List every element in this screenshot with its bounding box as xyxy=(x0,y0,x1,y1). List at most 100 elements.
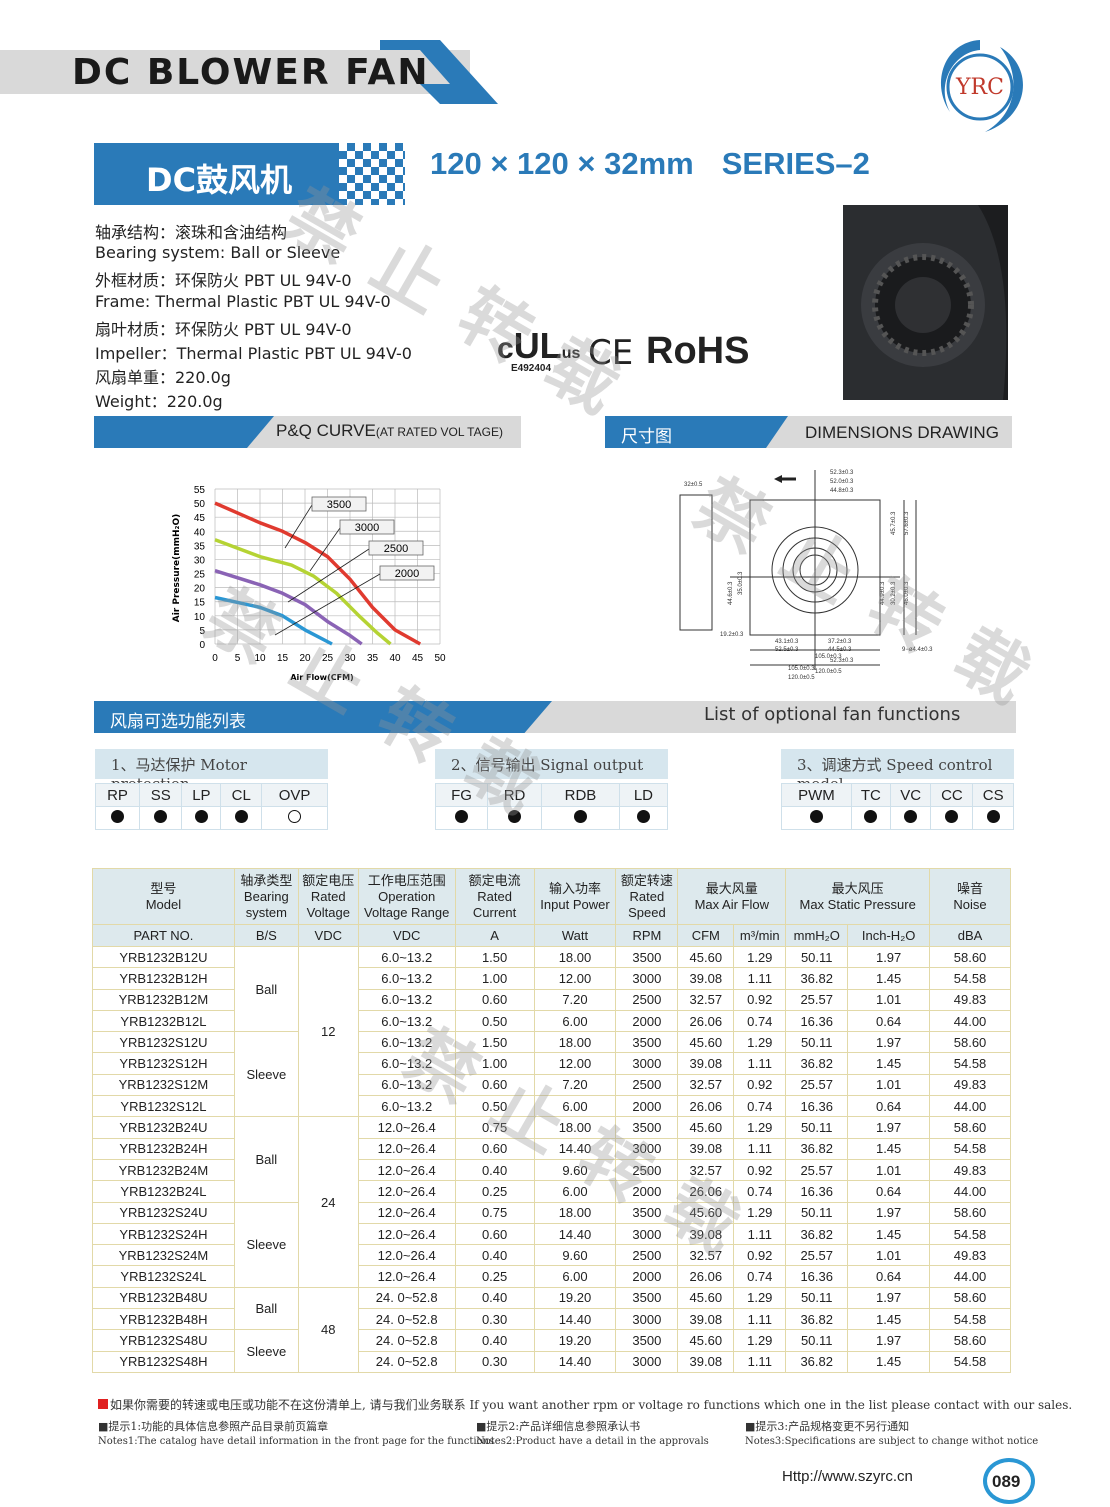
table-cell: 49.83 xyxy=(929,1158,1011,1182)
table-cell: 6.0~13.2 xyxy=(357,1095,456,1118)
column-header: 最大风压 Max Static Pressure xyxy=(785,868,931,925)
function-code: LP xyxy=(181,783,222,807)
dimension-label: 105.0±0.3 xyxy=(788,666,815,672)
table-cell: 45.60 xyxy=(677,1286,735,1310)
functions-title-en: List of optional fan functions xyxy=(704,704,961,725)
x-tick-label: 45 xyxy=(412,653,424,664)
dimension-label: 52.3±0.3 xyxy=(830,658,854,664)
table-cell: 39.08 xyxy=(677,967,735,990)
table-cell: 1.97 xyxy=(847,1201,931,1224)
table-cell: 1.29 xyxy=(733,1286,787,1310)
table-row: YRB1232S24L 12.0~26.4 0.25 6.00 2000 26.06 0.7… xyxy=(92,1265,1011,1288)
dimension-label: 46.0±0.3 xyxy=(904,581,910,605)
dimension-label: 44.5±0.3 xyxy=(828,647,852,653)
part-number: YRB1232S12M xyxy=(92,1073,235,1097)
table-cell: 12.00 xyxy=(533,967,617,990)
table-cell: 7.20 xyxy=(533,1073,617,1097)
table-cell: 1.11 xyxy=(733,1137,787,1160)
part-number: YRB1232B12H xyxy=(92,967,235,990)
note-2-cn: ■提示2:产品详细信息参照承认书 xyxy=(476,1420,641,1433)
table-cell: 24. 0~52.8 xyxy=(357,1308,456,1331)
table-cell: 26.06 xyxy=(677,1265,735,1288)
spec-table: 型号 Model 轴承类型 Bearing system 额定电压 Rated Voltage… xyxy=(92,868,1011,1373)
table-cell: 3500 xyxy=(615,1201,679,1224)
spec-line: Weight：220.0g xyxy=(95,392,223,412)
y-tick-label: 5 xyxy=(199,626,205,637)
series-label-box xyxy=(339,519,395,535)
note-3-en: Notes3:Specifications are subject to cha… xyxy=(745,1436,1039,1447)
part-number: YRB1232B12M xyxy=(92,988,235,1011)
table-cell: 49.83 xyxy=(929,1244,1011,1267)
table-cell: 12.0~26.4 xyxy=(357,1265,456,1288)
table-cell: 39.08 xyxy=(677,1222,735,1246)
column-header: 额定电压 Rated Voltage xyxy=(297,868,359,925)
function-group-table: PWM TC VC CC CS xyxy=(781,783,1014,830)
table-cell: 1.45 xyxy=(847,1350,931,1373)
rohs-mark: RoHS xyxy=(646,330,750,372)
dim-section-title-cn: 尺寸图 xyxy=(605,416,788,448)
table-cell: 16.36 xyxy=(785,1180,849,1203)
table-cell: 12.00 xyxy=(533,1052,617,1075)
table-cell: 0.75 xyxy=(454,1201,535,1224)
table-cell: 39.08 xyxy=(677,1137,735,1160)
column-header: 工作电压范围 Operation Voltage Range xyxy=(357,868,456,925)
table-cell: 0.75 xyxy=(454,1116,535,1139)
part-number: YRB1232S12U xyxy=(92,1031,235,1054)
table-cell: 6.00 xyxy=(533,1009,617,1033)
bearing-cell: Ball xyxy=(233,945,299,1033)
table-cell: 50.11 xyxy=(785,1201,849,1224)
bearing-cell: Sleeve xyxy=(233,1031,299,1118)
table-cell: 16.36 xyxy=(785,1265,849,1288)
title-chevron-icon xyxy=(380,40,498,104)
table-cell: 26.06 xyxy=(677,1009,735,1033)
table-row: YRB1232B24L 12.0~26.4 0.25 6.00 2000 26.06 0.7… xyxy=(92,1180,1011,1203)
table-cell: 2000 xyxy=(615,1095,679,1118)
table-cell: 1.11 xyxy=(733,1308,787,1331)
x-tick-label: 10 xyxy=(254,653,266,664)
table-cell: 7.20 xyxy=(533,988,617,1011)
table-row: YRB1232S12L 6.0~13.2 0.50 6.00 2000 26.06 0.74… xyxy=(92,1095,1011,1118)
table-cell: 26.06 xyxy=(677,1180,735,1203)
table-row: YRB1232B24U Ball 24 12.0~26.4 0.75 18.00 3500 4… xyxy=(92,1116,1011,1288)
table-cell: 45.60 xyxy=(677,1329,735,1352)
contact-note: 如果你需要的转速或电压或功能不在这份清单上, 请与我们业务联系 If you w… xyxy=(98,1396,1072,1413)
note-1-cn: ■提示1:功能的具体信息参照产品目录前页篇章 xyxy=(98,1420,329,1433)
table-cell: 3000 xyxy=(615,1137,679,1160)
unit-header: VDC xyxy=(357,924,456,947)
table-cell: 1.45 xyxy=(847,1222,931,1246)
table-cell: 6.00 xyxy=(533,1180,617,1203)
product-photo xyxy=(838,205,1016,400)
y-tick-label: 20 xyxy=(194,584,206,595)
table-cell: 1.11 xyxy=(733,1350,787,1373)
website-link[interactable]: Http://www.szyrc.cn xyxy=(782,1468,913,1485)
table-cell: 58.60 xyxy=(929,1201,1011,1224)
table-cell: 49.83 xyxy=(929,988,1011,1011)
available-dot-icon xyxy=(508,809,522,823)
page-title: DC BLOWER FAN xyxy=(72,52,430,93)
series-line-2500 xyxy=(214,569,363,646)
table-row: YRB1232S12H 6.0~13.2 1.00 12.00 3000 39.08 1.1… xyxy=(92,1052,1011,1075)
table-cell: 6.0~13.2 xyxy=(357,988,456,1011)
table-cell: 54.58 xyxy=(929,967,1011,990)
table-cell: 44.00 xyxy=(929,1009,1011,1033)
function-code: SS xyxy=(139,783,183,807)
table-row: YRB1232B12M 6.0~13.2 0.60 7.20 2500 32.57 0.92… xyxy=(92,988,1011,1011)
available-dot-icon xyxy=(986,809,1000,823)
table-cell: 0.64 xyxy=(847,1265,931,1288)
dimension-label: 52.3±0.3 xyxy=(830,470,854,476)
table-cell: 18.00 xyxy=(533,945,617,969)
table-cell: 44.00 xyxy=(929,1095,1011,1118)
dimension-label: 52.0±0.3 xyxy=(830,479,854,485)
table-cell: 1.00 xyxy=(454,1052,535,1075)
table-cell: 0.74 xyxy=(733,1265,787,1288)
dimension-label: 35.0±0.3 xyxy=(738,571,744,595)
dimension-label: 43.1±0.3 xyxy=(775,639,799,645)
table-cell: 1.01 xyxy=(847,1073,931,1097)
table-cell: 3000 xyxy=(615,967,679,990)
column-header: 额定电流 Rated Current xyxy=(454,868,535,925)
table-row: YRB1232B12H 6.0~13.2 1.00 12.00 3000 39.08 1.1… xyxy=(92,967,1011,990)
table-cell: 36.82 xyxy=(785,1052,849,1075)
table-cell: 25.57 xyxy=(785,1244,849,1267)
functions-title-cn: 风扇可选功能列表 xyxy=(94,701,552,733)
dimension-label: 9−ø4.4±0.3 xyxy=(902,647,933,653)
